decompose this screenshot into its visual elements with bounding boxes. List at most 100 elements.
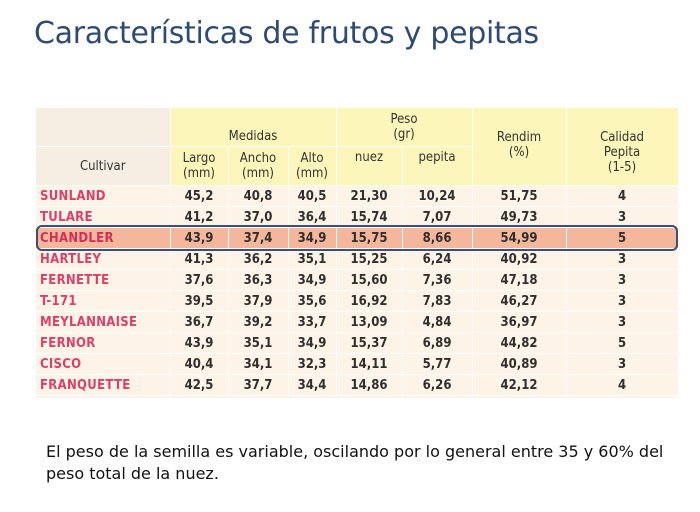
alto-cell: 36,4 xyxy=(288,206,337,228)
header-alto-label: Alto xyxy=(300,151,324,166)
ancho-cell: 37,0 xyxy=(228,206,289,228)
header-medidas-label: Medidas xyxy=(228,129,278,144)
header-alto-unit: (mm) xyxy=(296,166,328,181)
rendim-cell: 40,92 xyxy=(472,248,567,270)
calidad-cell: 5 xyxy=(566,227,679,249)
rendim-cell: 40,89 xyxy=(472,353,567,375)
ancho-cell: 34,1 xyxy=(228,353,289,375)
header-calidad-sub: Pepita xyxy=(603,145,641,160)
ancho-cell: 35,1 xyxy=(228,332,289,354)
header-ancho: Ancho (mm) xyxy=(228,146,289,186)
table-row: TULARE 41,2 37,0 36,4 15,74 7,07 49,73 3 xyxy=(36,206,679,228)
calidad-cell: 3 xyxy=(566,248,679,270)
cultivar-name: FRANQUETTE xyxy=(36,374,171,396)
table-row-highlighted: CHANDLER 43,9 37,4 34,9 15,75 8,66 54,99… xyxy=(36,227,679,249)
nuez-cell: 21,30 xyxy=(336,185,403,207)
cultivar-name: T-171 xyxy=(36,290,171,312)
cultivar-name: TULARE xyxy=(36,206,171,228)
table-row: HARTLEY 41,3 36,2 35,1 15,25 6,24 40,92 … xyxy=(36,248,679,270)
alto-cell: 33,7 xyxy=(288,311,337,333)
header-cultivar: Cultivar xyxy=(36,146,171,186)
alto-cell: 34,9 xyxy=(288,332,337,354)
header-rendim-unit: (%) xyxy=(508,145,530,160)
alto-cell: 34,9 xyxy=(288,269,337,291)
ancho-cell: 37,9 xyxy=(228,290,289,312)
pepita-cell: 6,24 xyxy=(402,248,473,270)
table-row: FERNETTE 37,6 36,3 34,9 15,60 7,36 47,18… xyxy=(36,269,679,291)
header-peso-unit: (gr) xyxy=(393,127,415,142)
nuez-cell: 13,09 xyxy=(336,311,403,333)
nuez-cell: 15,74 xyxy=(336,206,403,228)
pepita-cell: 7,36 xyxy=(402,269,473,291)
pepita-cell: 8,66 xyxy=(402,227,473,249)
pepita-cell: 7,83 xyxy=(402,290,473,312)
table-body: SUNLAND 45,2 40,8 40,5 21,30 10,24 51,75… xyxy=(36,185,679,396)
rendim-cell: 47,18 xyxy=(472,269,567,291)
cultivar-name: CHANDLER xyxy=(36,227,171,249)
header-largo-unit: (mm) xyxy=(183,166,215,181)
cultivar-table: Medidas Peso (gr) Rendim (%) Calidad Pepita… xyxy=(36,108,679,396)
pepita-cell: 5,77 xyxy=(402,353,473,375)
largo-cell: 40,4 xyxy=(170,353,229,375)
calidad-cell: 3 xyxy=(566,353,679,375)
pepita-cell: 7,07 xyxy=(402,206,473,228)
cultivar-table-container: Medidas Peso (gr) Rendim (%) Calidad Pepita… xyxy=(36,108,679,398)
largo-cell: 43,9 xyxy=(170,227,229,249)
header-blank-cell xyxy=(36,108,171,147)
calidad-cell: 5 xyxy=(566,332,679,354)
alto-cell: 32,3 xyxy=(288,353,337,375)
header-rendim-label: Rendim xyxy=(496,130,542,145)
alto-cell: 40,5 xyxy=(288,185,337,207)
alto-cell: 35,6 xyxy=(288,290,337,312)
ancho-cell: 37,7 xyxy=(228,374,289,396)
calidad-cell: 4 xyxy=(566,374,679,396)
rendim-cell: 44,82 xyxy=(472,332,567,354)
header-medidas: Medidas xyxy=(170,108,337,147)
table-row: MEYLANNAISE 36,7 39,2 33,7 13,09 4,84 36… xyxy=(36,311,679,333)
header-pepita: pepita xyxy=(402,146,473,186)
header-alto: Alto (mm) xyxy=(288,146,337,186)
largo-cell: 39,5 xyxy=(170,290,229,312)
table-row: FRANQUETTE 42,5 37,7 34,4 14,86 6,26 42,… xyxy=(36,374,679,396)
ancho-cell: 40,8 xyxy=(228,185,289,207)
cultivar-name: FERNETTE xyxy=(36,269,171,291)
cultivar-name: SUNLAND xyxy=(36,185,171,207)
alto-cell: 35,1 xyxy=(288,248,337,270)
footnote-text: El peso de la semilla es variable, oscil… xyxy=(46,442,664,483)
ancho-cell: 36,2 xyxy=(228,248,289,270)
page-title: Características de frutos y pepitas xyxy=(34,16,539,51)
header-peso-label: Peso xyxy=(390,112,418,127)
nuez-cell: 15,37 xyxy=(336,332,403,354)
ancho-cell: 37,4 xyxy=(228,227,289,249)
table-row: FERNOR 43,9 35,1 34,9 15,37 6,89 44,82 5 xyxy=(36,332,679,354)
nuez-cell: 15,75 xyxy=(336,227,403,249)
alto-cell: 34,4 xyxy=(288,374,337,396)
header-peso: Peso (gr) xyxy=(336,108,473,147)
ancho-cell: 36,3 xyxy=(228,269,289,291)
cultivar-name: FERNOR xyxy=(36,332,171,354)
largo-cell: 41,3 xyxy=(170,248,229,270)
calidad-cell: 4 xyxy=(566,185,679,207)
header-rendim: Rendim (%) xyxy=(472,108,567,186)
largo-cell: 42,5 xyxy=(170,374,229,396)
header-calidad-range: (1-5) xyxy=(607,160,637,175)
nuez-cell: 16,92 xyxy=(336,290,403,312)
largo-cell: 45,2 xyxy=(170,185,229,207)
rendim-cell: 42,12 xyxy=(472,374,567,396)
alto-cell: 34,9 xyxy=(288,227,337,249)
header-row-groups: Medidas Peso (gr) Rendim (%) Calidad Pepita… xyxy=(36,108,679,186)
header-largo: Largo (mm) xyxy=(170,146,229,186)
pepita-cell: 10,24 xyxy=(402,185,473,207)
table-row: T-171 39,5 37,9 35,6 16,92 7,83 46,27 3 xyxy=(36,290,679,312)
largo-cell: 36,7 xyxy=(170,311,229,333)
largo-cell: 37,6 xyxy=(170,269,229,291)
nuez-cell: 15,25 xyxy=(336,248,403,270)
rendim-cell: 49,73 xyxy=(472,206,567,228)
calidad-cell: 3 xyxy=(566,206,679,228)
rendim-cell: 36,97 xyxy=(472,311,567,333)
rendim-cell: 54,99 xyxy=(472,227,567,249)
header-calidad: Calidad Pepita (1-5) xyxy=(566,108,679,186)
calidad-cell: 3 xyxy=(566,290,679,312)
header-ancho-unit: (mm) xyxy=(242,166,274,181)
rendim-cell: 51,75 xyxy=(472,185,567,207)
